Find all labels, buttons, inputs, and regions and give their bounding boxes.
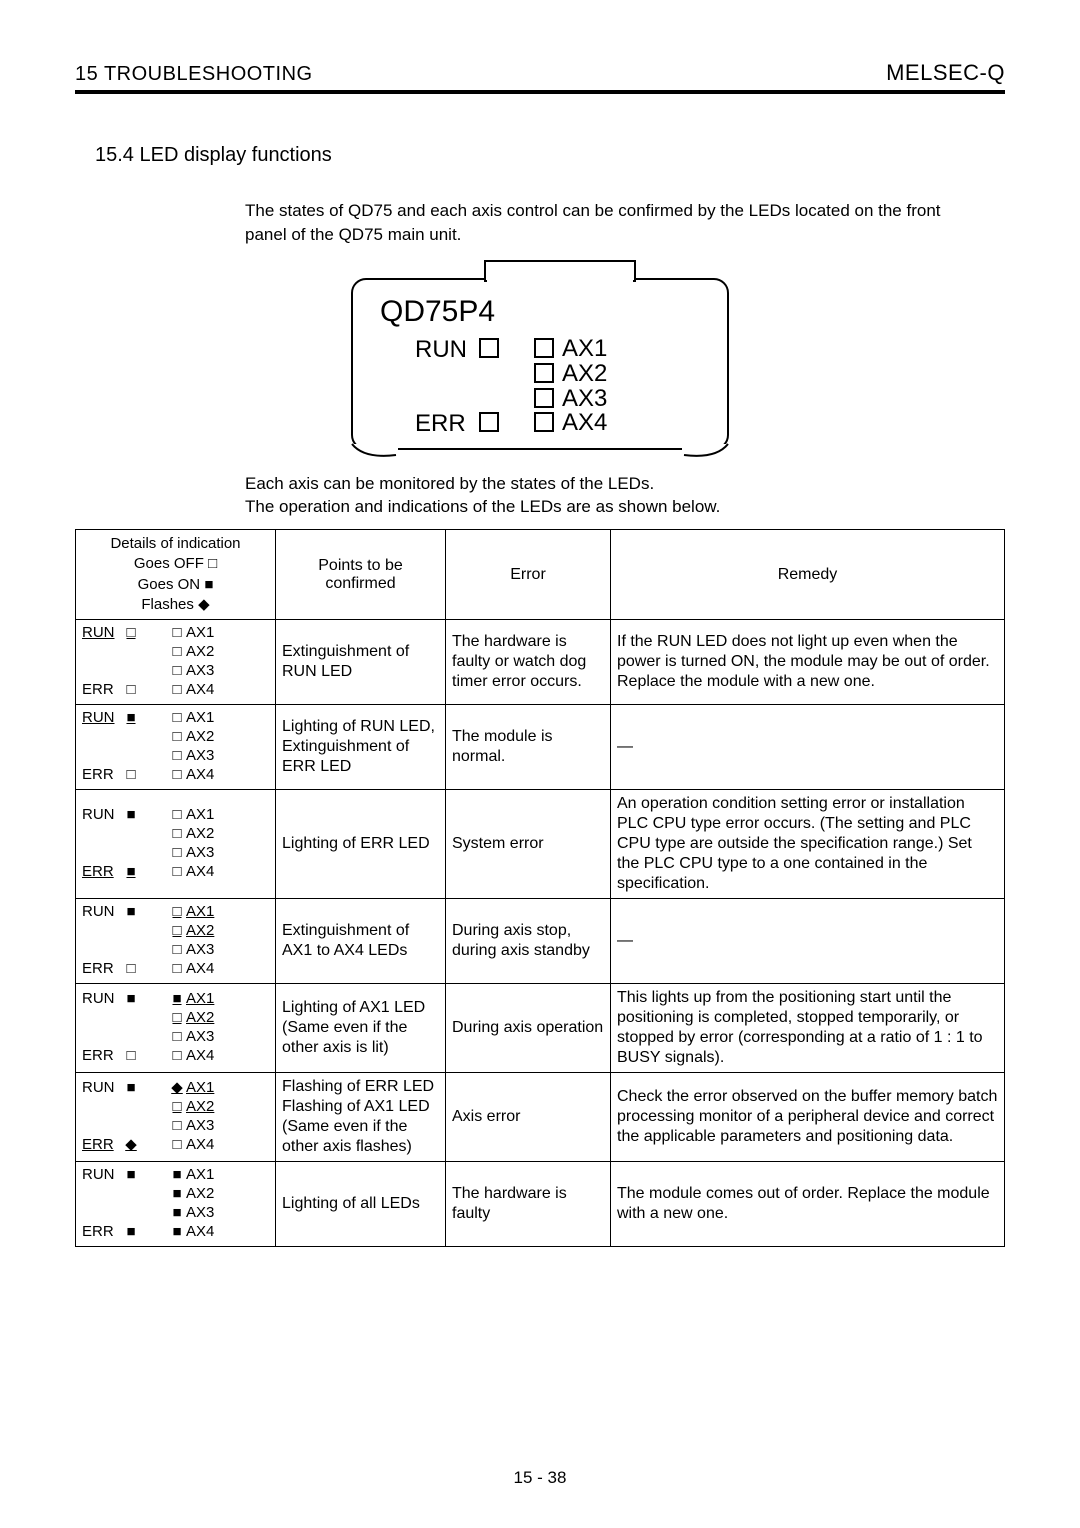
led-indication-table: Details of indication Goes OFF □ Goes ON…	[75, 529, 1005, 1247]
points-cell: Extinguishment of RUN LED	[276, 620, 446, 705]
remedy-cell: This lights up from the positioning star…	[611, 984, 1005, 1073]
intro-paragraph-2a: Each axis can be monitored by the states…	[245, 472, 945, 496]
panel-ax3-led	[535, 389, 553, 407]
legend-line1: Details of indication	[110, 535, 240, 552]
indication-cell: RUN□□AX1□AX2□AX3ERR□□AX4	[76, 620, 276, 705]
panel-ax3-label: AX3	[562, 385, 607, 412]
legend-on-sym: ■	[204, 576, 213, 593]
table-row: RUN■□AX1□AX2□AX3ERR□□AX4Extinguishment o…	[76, 899, 1005, 984]
error-cell: During axis operation	[446, 984, 611, 1073]
panel-err-label: ERR	[415, 410, 466, 437]
page-number: 15 - 38	[0, 1468, 1080, 1488]
panel-ax2-label: AX2	[562, 360, 607, 387]
points-cell: Lighting of AX1 LED (Same even if the ot…	[276, 984, 446, 1073]
indication-cell: RUN■■AX1□AX2□AX3ERR□□AX4	[76, 984, 276, 1073]
indication-cell: RUN■□AX1□AX2□AX3ERR■□AX4	[76, 790, 276, 899]
table-row: RUN■◆AX1□AX2□AX3ERR◆□AX4Flashing of ERR …	[76, 1073, 1005, 1162]
error-cell: System error	[446, 790, 611, 899]
panel-ax1-led	[535, 339, 553, 357]
error-cell: During axis stop, during axis standby	[446, 899, 611, 984]
error-cell: The hardware is faulty or watch dog time…	[446, 620, 611, 705]
remedy-cell: An operation condition setting error or …	[611, 790, 1005, 899]
panel-run-label: RUN	[415, 336, 467, 363]
points-cell: Flashing of ERR LED Flashing of AX1 LED …	[276, 1073, 446, 1162]
indication-cell: RUN■□AX1□AX2□AX3ERR□□AX4	[76, 899, 276, 984]
panel-err-led	[480, 413, 498, 431]
remedy-cell: If the RUN LED does not light up even wh…	[611, 620, 1005, 705]
points-cell: Extinguishment of AX1 to AX4 LEDs	[276, 899, 446, 984]
brand-label: MELSEC-Q	[886, 60, 1005, 86]
section-title: 15.4 LED display functions	[95, 144, 1005, 167]
front-panel-diagram: QD75P4 RUN ERR AX1 AX2 AX3 AX4	[350, 259, 730, 464]
legend-flash-sym: ◆	[198, 596, 210, 613]
remedy-cell: —	[611, 899, 1005, 984]
remedy-cell: Check the error observed on the buffer m…	[611, 1073, 1005, 1162]
error-cell: The hardware is faulty	[446, 1162, 611, 1247]
legend-on: Goes ON	[138, 576, 201, 593]
legend-off: Goes OFF	[134, 555, 204, 572]
intro-paragraph-1: The states of QD75 and each axis control…	[245, 199, 945, 247]
col-error-header: Error	[446, 530, 611, 620]
error-cell: The module is normal.	[446, 705, 611, 790]
panel-ax4-label: AX4	[562, 409, 607, 436]
legend-flash: Flashes	[141, 596, 194, 613]
col-points-header: Points to be confirmed	[276, 530, 446, 620]
panel-ax4-led	[535, 413, 553, 431]
panel-ax1-label: AX1	[562, 335, 607, 362]
table-row: RUN■□AX1□AX2□AX3ERR□□AX4Lighting of RUN …	[76, 705, 1005, 790]
intro-paragraph-2b: The operation and indications of the LED…	[245, 495, 945, 519]
col-remedy-header: Remedy	[611, 530, 1005, 620]
indication-cell: RUN■◆AX1□AX2□AX3ERR◆□AX4	[76, 1073, 276, 1162]
panel-run-led	[480, 339, 498, 357]
indication-cell: RUN■□AX1□AX2□AX3ERR□□AX4	[76, 705, 276, 790]
panel-model: QD75P4	[380, 295, 495, 328]
table-row: RUN□□AX1□AX2□AX3ERR□□AX4Extinguishment o…	[76, 620, 1005, 705]
points-cell: Lighting of all LEDs	[276, 1162, 446, 1247]
remedy-cell: —	[611, 705, 1005, 790]
header-rule	[75, 90, 1005, 94]
table-row: RUN■■AX1■AX2■AX3ERR■■AX4Lighting of all …	[76, 1162, 1005, 1247]
table-row: RUN■■AX1□AX2□AX3ERR□□AX4Lighting of AX1 …	[76, 984, 1005, 1073]
points-cell: Lighting of RUN LED, Extinguishment of E…	[276, 705, 446, 790]
panel-ax2-led	[535, 364, 553, 382]
error-cell: Axis error	[446, 1073, 611, 1162]
remedy-cell: The module comes out of order. Replace t…	[611, 1162, 1005, 1247]
points-cell: Lighting of ERR LED	[276, 790, 446, 899]
table-header-row: Details of indication Goes OFF □ Goes ON…	[76, 530, 1005, 620]
table-row: RUN■□AX1□AX2□AX3ERR■□AX4Lighting of ERR …	[76, 790, 1005, 899]
page-header: 15 TROUBLESHOOTING MELSEC-Q	[75, 60, 1005, 86]
indication-cell: RUN■■AX1■AX2■AX3ERR■■AX4	[76, 1162, 276, 1247]
legend-off-sym: □	[208, 555, 217, 572]
legend-header: Details of indication Goes OFF □ Goes ON…	[76, 530, 276, 620]
chapter-title: 15 TROUBLESHOOTING	[75, 63, 313, 86]
